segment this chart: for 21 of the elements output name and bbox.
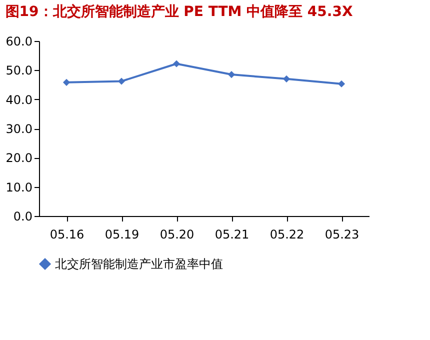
y-tick-label: 10.0 <box>6 180 32 194</box>
x-tick-label: 05.20 <box>160 228 194 242</box>
point <box>228 71 236 78</box>
chart-title: 图19：北交所智能制造产业 PE TTM 中值降至 45.3X <box>5 3 353 20</box>
y-tick-label: 30.0 <box>6 122 32 136</box>
point <box>62 78 70 86</box>
y-tick-label: 50.0 <box>6 64 32 78</box>
point <box>118 78 126 85</box>
y-tick-label: 60.0 <box>6 34 32 48</box>
y-tick-label: 20.0 <box>6 151 32 166</box>
x-tick-label: 05.22 <box>270 228 304 242</box>
legend-label: 北交所智能制造产业市盈率中值 <box>55 257 223 271</box>
x-tick-label: 05.16 <box>50 228 84 242</box>
point <box>172 60 180 68</box>
point <box>338 80 346 88</box>
x-tick-label: 05.21 <box>214 228 250 242</box>
x-tick-label: 05.19 <box>104 228 140 242</box>
point <box>282 75 290 82</box>
y-tick-label: 0.0 <box>13 210 32 224</box>
y-tick-label: 40.0 <box>6 92 32 107</box>
x-tick-label: 05.23 <box>324 228 360 242</box>
